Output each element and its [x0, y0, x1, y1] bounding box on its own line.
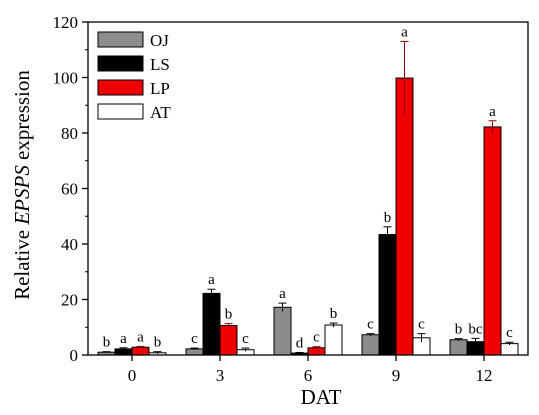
y-tick-label-0: 0 — [70, 346, 79, 365]
legend-swatch-at — [97, 103, 144, 120]
legend-swatch-lp — [97, 79, 144, 96]
sig-letter-at-0: b — [154, 335, 162, 351]
bar-ls-3 — [202, 292, 221, 356]
bar-oj-3 — [185, 348, 204, 356]
legend-swatch-oj — [97, 31, 144, 48]
sig-letter-at-3: c — [242, 331, 249, 347]
legend-label-lp: LP — [150, 79, 170, 98]
sig-letter-oj-6: a — [279, 286, 286, 302]
sig-letter-oj-9: c — [367, 317, 374, 333]
sig-letter-ls-9: b — [384, 210, 392, 226]
bar-at-6 — [324, 324, 343, 356]
sig-letter-at-9: c — [418, 317, 425, 333]
y-tick-label-80: 80 — [61, 124, 78, 143]
sig-letter-oj-12: b — [455, 322, 463, 338]
sig-letter-lp-9: a — [401, 24, 408, 40]
legend-label-at: AT — [150, 103, 171, 122]
x-tick-label-3: 3 — [216, 366, 225, 385]
bar-lp-3 — [219, 325, 238, 356]
sig-letter-oj-0: b — [103, 335, 111, 351]
y-tick-label-20: 20 — [61, 291, 78, 310]
bar-oj-12 — [449, 339, 468, 356]
y-tick-label-40: 40 — [61, 235, 78, 254]
sig-letter-at-6: b — [330, 306, 338, 322]
sig-letter-lp-12: a — [489, 104, 496, 120]
legend-swatch-ls — [97, 55, 144, 72]
legend-label-oj: OJ — [150, 31, 169, 50]
sig-letter-ls-12: bc — [468, 321, 483, 337]
x-tick-label-9: 9 — [392, 366, 401, 385]
bar-at-12 — [500, 343, 519, 356]
bar-oj-9 — [361, 334, 380, 356]
x-tick-label-6: 6 — [304, 366, 313, 385]
sig-letter-lp-3: b — [225, 307, 233, 323]
bar-lp-0 — [131, 346, 150, 356]
sig-letter-oj-3: c — [191, 331, 198, 347]
bar-lp-9 — [395, 77, 414, 356]
y-tick-label-100: 100 — [53, 69, 79, 88]
sig-letter-lp-0: a — [137, 329, 144, 345]
legend-label-ls: LS — [150, 55, 170, 74]
sig-letter-lp-6: c — [313, 330, 320, 346]
x-axis-label: DAT — [301, 385, 342, 409]
y-tick-label-120: 120 — [53, 13, 79, 32]
sig-letter-ls-6: d — [296, 336, 304, 352]
y-axis-label: Relative EPSPS expression — [10, 70, 34, 300]
sig-letter-at-12: c — [506, 325, 513, 341]
bar-lp-12 — [483, 126, 502, 356]
bar-ls-9 — [378, 234, 397, 356]
x-tick-label-12: 12 — [476, 366, 493, 385]
sig-letter-ls-0: a — [120, 331, 127, 347]
x-tick-label-0: 0 — [128, 366, 137, 385]
y-tick-label-60: 60 — [61, 180, 78, 199]
sig-letter-ls-3: a — [208, 272, 215, 288]
legend: OJ LS LP AT — [97, 31, 171, 122]
bar-oj-6 — [273, 306, 292, 356]
